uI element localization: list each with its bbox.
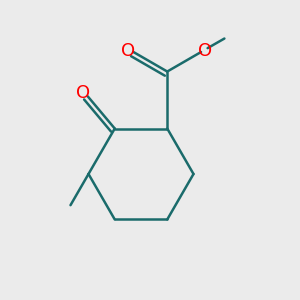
Text: O: O xyxy=(76,84,90,102)
Text: O: O xyxy=(199,42,213,60)
Text: O: O xyxy=(121,41,135,59)
